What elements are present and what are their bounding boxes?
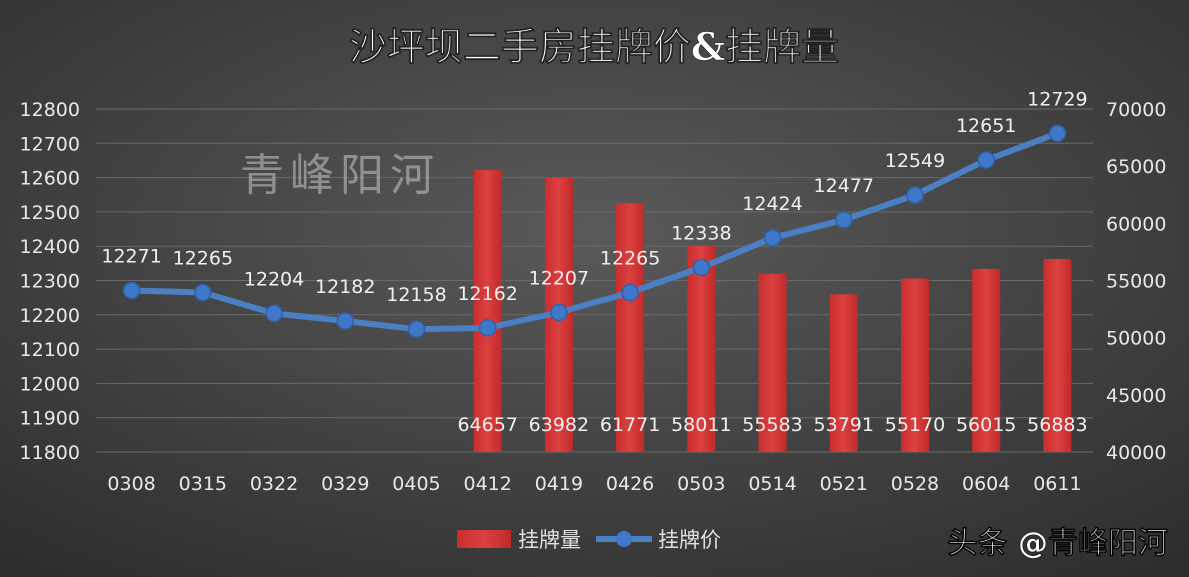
- legend-line-marker: [616, 531, 632, 547]
- left-tick-label: 12200: [20, 305, 80, 327]
- line-point: [478, 319, 497, 337]
- right-tick-label: 65000: [1106, 156, 1166, 178]
- x-tick-label: 0405: [392, 473, 440, 495]
- bar: [758, 273, 787, 452]
- bar: [473, 170, 502, 452]
- line-data-label: 12265: [600, 248, 660, 270]
- right-tick-label: 55000: [1106, 271, 1166, 293]
- left-tick-label: 12500: [20, 202, 80, 224]
- line-data-label: 12182: [315, 276, 375, 298]
- bar: [616, 203, 645, 452]
- right-tick-label: 40000: [1106, 442, 1166, 464]
- line-data-label: 12158: [386, 284, 446, 306]
- right-tick-label: 50000: [1106, 328, 1166, 350]
- line-point: [1048, 124, 1067, 143]
- left-tick-label: 12400: [20, 236, 80, 258]
- price-line: [131, 130, 1059, 333]
- line-data-label: 12651: [956, 115, 1016, 137]
- line-point: [407, 320, 426, 338]
- line-point: [194, 283, 212, 302]
- legend-bar-swatch: [457, 530, 511, 548]
- x-tick-label: 0419: [535, 473, 583, 495]
- x-tick-label: 0412: [463, 473, 511, 495]
- line-data-label: 12162: [457, 283, 517, 305]
- line-point: [122, 281, 141, 300]
- bar-data-label: 61771: [600, 414, 660, 436]
- x-tick-label: 0329: [321, 473, 369, 495]
- bar: [687, 246, 716, 452]
- x-tick-label: 0521: [820, 473, 868, 495]
- line-data-label: 12549: [885, 150, 945, 172]
- bar-data-label: 53791: [814, 414, 874, 436]
- chart-title: 沙坪坝二手房挂牌价&挂牌量: [349, 24, 839, 69]
- left-tick-label: 12700: [20, 133, 80, 155]
- line-data-label: 12207: [529, 267, 589, 289]
- line-point: [550, 303, 568, 322]
- x-tick-label: 0308: [107, 473, 155, 495]
- line-point: [835, 211, 853, 229]
- x-tick-label: 0322: [250, 473, 298, 495]
- line-point: [621, 283, 639, 302]
- line-point: [977, 151, 995, 169]
- line-point: [265, 304, 283, 323]
- x-tick-label: 0514: [748, 473, 796, 495]
- bar-data-label: 58011: [671, 414, 731, 436]
- right-tick-label: 60000: [1106, 213, 1166, 235]
- left-tick-label: 12300: [20, 271, 80, 293]
- line-data-label: 12424: [742, 193, 802, 215]
- x-tick-label: 0315: [179, 473, 227, 495]
- bar-data-label: 56015: [956, 414, 1016, 436]
- left-tick-label: 12600: [20, 168, 80, 190]
- bar: [972, 268, 1001, 452]
- right-tick-label: 70000: [1106, 99, 1166, 121]
- bar: [900, 278, 929, 452]
- left-tick-label: 11800: [20, 442, 80, 464]
- bar-data-label: 56883: [1027, 414, 1087, 436]
- x-tick-label: 0426: [606, 473, 654, 495]
- bar-data-label: 55170: [885, 414, 945, 436]
- left-tick-label: 12800: [20, 99, 80, 121]
- line-data-label: 12204: [244, 268, 304, 290]
- bar-data-label: 63982: [529, 414, 589, 436]
- bar: [1043, 258, 1072, 452]
- line-point: [906, 186, 924, 204]
- line-data-label: 12477: [814, 175, 874, 197]
- credit: 头条 @青峰阳河: [948, 526, 1168, 561]
- line-data-label: 12729: [1027, 88, 1087, 110]
- bar: [829, 294, 858, 452]
- line-point: [336, 312, 354, 330]
- left-tick-label: 11900: [20, 408, 80, 430]
- x-tick-label: 0503: [677, 473, 725, 495]
- x-tick-label: 0528: [891, 473, 939, 495]
- line-point: [692, 258, 711, 277]
- bar-data-label: 55583: [742, 414, 802, 436]
- x-tick-label: 0604: [962, 473, 1010, 495]
- left-tick-label: 12000: [20, 373, 80, 395]
- watermark: 青峰阳河: [240, 150, 440, 201]
- x-tick-label: 0611: [1033, 473, 1081, 495]
- left-tick-label: 12100: [20, 339, 80, 361]
- line-data-label: 12271: [101, 245, 161, 267]
- legend-bar-label: 挂牌量: [518, 528, 581, 552]
- bar-data-label: 64657: [457, 414, 517, 436]
- right-tick-label: 45000: [1106, 385, 1166, 407]
- line-data-label: 12338: [671, 222, 731, 244]
- line-data-label: 12265: [173, 248, 233, 270]
- legend-line-label: 挂牌价: [658, 528, 721, 552]
- line-point: [763, 229, 782, 247]
